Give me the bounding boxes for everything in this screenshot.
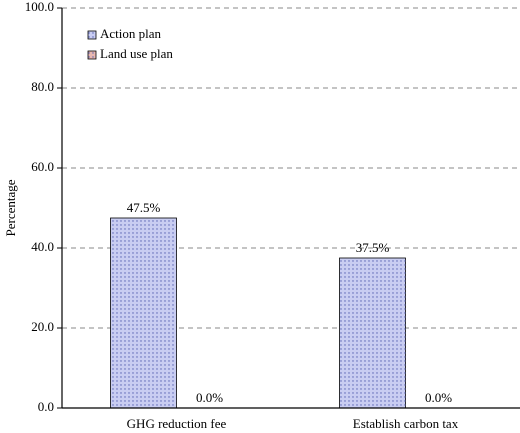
y-tick-label: 0.0 bbox=[38, 399, 54, 414]
x-tick-label: GHG reduction fee bbox=[127, 416, 227, 431]
x-tick-label: Establish carbon tax bbox=[353, 416, 459, 431]
value-label: 0.0% bbox=[425, 390, 452, 405]
legend-label: Land use plan bbox=[100, 46, 173, 61]
value-label: 0.0% bbox=[196, 390, 223, 405]
y-tick-label: 40.0 bbox=[31, 239, 54, 254]
y-tick-label: 100.0 bbox=[25, 0, 54, 14]
value-label: 37.5% bbox=[356, 240, 390, 255]
y-tick-label: 80.0 bbox=[31, 79, 54, 94]
legend-swatch-pattern bbox=[88, 31, 96, 39]
bar-pattern bbox=[339, 258, 406, 408]
bar-pattern bbox=[110, 218, 177, 408]
value-label: 47.5% bbox=[127, 200, 161, 215]
y-tick-label: 20.0 bbox=[31, 319, 54, 334]
y-axis-title: Percentage bbox=[3, 179, 18, 236]
legend-swatch-pattern bbox=[88, 51, 96, 59]
y-tick-label: 60.0 bbox=[31, 159, 54, 174]
legend-label: Action plan bbox=[100, 26, 162, 41]
